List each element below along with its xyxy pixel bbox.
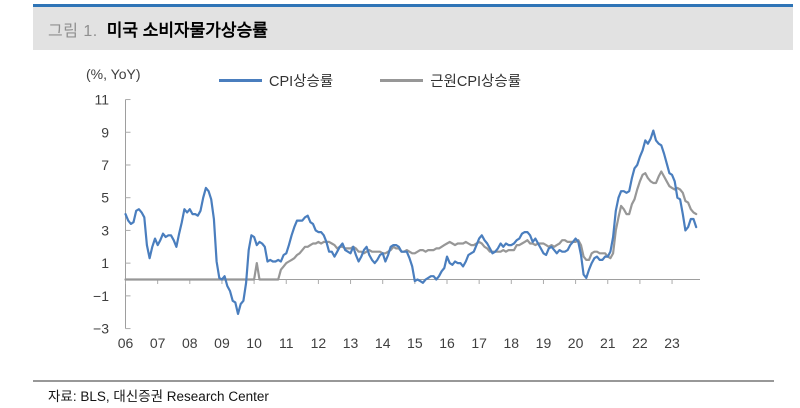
- figure-title: 미국 소비자물가상승률: [106, 21, 268, 40]
- cpi-line-swatch: [219, 79, 262, 82]
- x-tick-label: 17: [471, 335, 487, 351]
- legend-label-core-cpi: 근원CPI상승률: [430, 74, 522, 90]
- core-cpi-line-swatch: [380, 79, 424, 82]
- legend-item-core-cpi: 근원CPI상승률: [380, 70, 521, 91]
- x-tick-label: 23: [664, 335, 680, 351]
- cpi-series-line: [124, 129, 698, 315]
- legend-label-cpi: CPI상승률: [269, 74, 334, 90]
- chart-legend: CPI상승률 근원CPI상승률: [219, 70, 521, 91]
- source-text: 자료: BLS, 대신증권 Research Center: [48, 389, 269, 404]
- x-tick-label: 21: [600, 335, 616, 351]
- x-tick-label: 09: [214, 335, 230, 351]
- x-tick-label: 15: [407, 335, 423, 351]
- x-tick-label: 18: [504, 335, 520, 351]
- y-tick-label: 7: [101, 157, 109, 173]
- x-tick-label: 19: [536, 335, 552, 351]
- y-tick-label: −1: [93, 288, 109, 304]
- x-tick-label: 13: [343, 335, 359, 351]
- x-tick-label: 10: [246, 335, 262, 351]
- legend-item-cpi: CPI상승률: [219, 70, 333, 91]
- figure-number-label: 그림 1.: [48, 22, 98, 40]
- header-accent-line: [33, 4, 793, 7]
- x-tick-label: 16: [439, 335, 455, 351]
- x-tick-label: 08: [182, 335, 198, 351]
- y-tick-label: −3: [93, 321, 109, 337]
- y-axis-unit-label: (%, YoY): [86, 66, 141, 82]
- x-tick-label: 22: [632, 335, 648, 351]
- x-tick-label: 07: [150, 335, 166, 351]
- x-tick-label: 12: [311, 335, 327, 351]
- source-divider-line: [33, 380, 774, 382]
- x-tick-label: 06: [118, 335, 134, 351]
- y-tick-label: 5: [101, 190, 109, 206]
- y-tick-label: 3: [101, 222, 109, 238]
- y-tick-label: 9: [101, 124, 109, 140]
- figure-header-bar: 그림 1. 미국 소비자물가상승률: [33, 7, 793, 50]
- x-tick-label: 14: [375, 335, 391, 351]
- x-tick-label: 20: [568, 335, 584, 351]
- x-tick-label: 11: [279, 335, 294, 351]
- y-tick-label: 11: [94, 92, 109, 108]
- y-tick-label: 1: [101, 255, 109, 271]
